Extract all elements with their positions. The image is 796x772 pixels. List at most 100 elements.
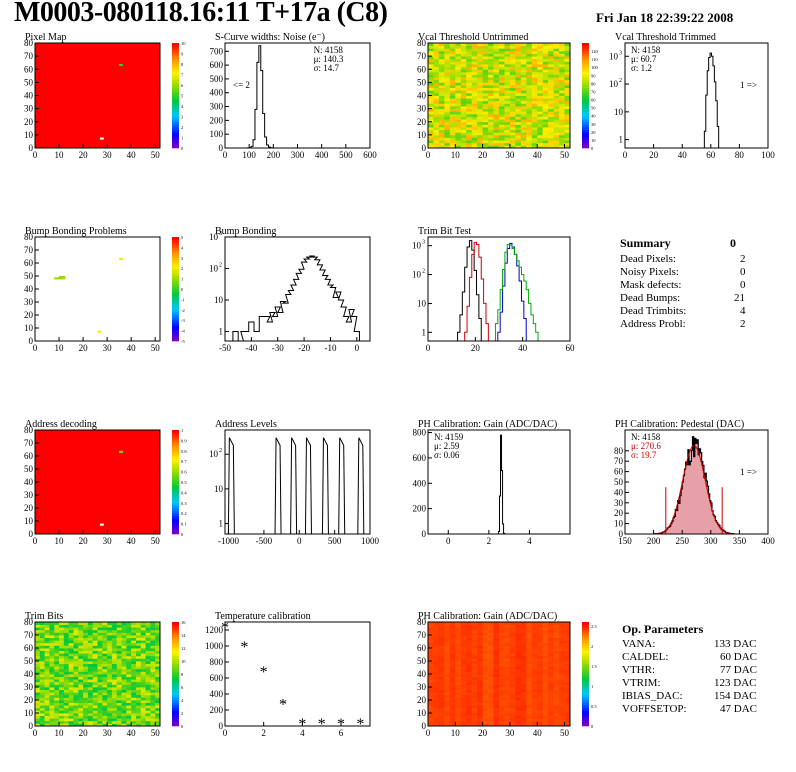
vcal-untrimmed-palette-tick: 60 — [591, 98, 596, 103]
ph-pedestal-title: PH Calibration: Pedestal (DAC) — [615, 419, 744, 430]
vcal-untrimmed-cell — [531, 103, 538, 107]
vcal-untrimmed-cell — [428, 100, 434, 104]
vcal-untrimmed-cell — [504, 74, 511, 78]
ph-gain-map-cell — [548, 713, 555, 716]
vcal-untrimmed-cell — [515, 142, 522, 146]
vcal-untrimmed-cell — [542, 92, 549, 96]
ph-gain-map-cell — [482, 697, 489, 701]
vcal-untrimmed-cell — [477, 108, 484, 112]
address-decoding-palette-tick: 1 — [181, 428, 183, 433]
ph-gain-map-cell — [499, 671, 505, 675]
ph-gain-map-cell — [537, 684, 544, 688]
ph-gain-map-cell — [553, 694, 560, 698]
vcal-untrimmed-cell — [482, 48, 489, 52]
ph-gain-map-cell — [499, 661, 505, 664]
ph-gain-map-cell — [548, 679, 555, 683]
trim-bits-cell — [87, 642, 94, 646]
vcal-untrimmed-cell — [477, 142, 484, 146]
trim-bits-cell — [54, 702, 60, 706]
vcal-untrimmed-cell — [564, 69, 571, 73]
vcal-untrimmed-cell — [488, 111, 494, 115]
ph-gain-map-y-tick-label: 40 — [417, 669, 427, 679]
ph-gain-map-cell — [509, 684, 516, 688]
ph-gain-map-cell — [542, 700, 549, 703]
vcal-untrimmed-cell — [553, 142, 560, 146]
address-decoding-palette-step — [172, 461, 179, 465]
trim-bits-cell — [73, 629, 79, 633]
scurve-noise-stat-2: σ: 14.7 — [314, 63, 340, 73]
ph-gain-map-cell — [499, 705, 505, 709]
vcal-untrimmed-cell — [449, 121, 456, 125]
ph-gain-map-cell — [444, 679, 451, 683]
trim-bits-cell — [135, 637, 142, 641]
vcal-untrimmed-cell — [542, 77, 549, 81]
vcal-untrimmed-cell — [531, 124, 538, 128]
trim-bits-cell — [68, 718, 74, 722]
vcal-untrimmed-cell — [526, 64, 533, 68]
trim-bits-cell — [49, 689, 55, 693]
vcal-untrimmed-cell — [515, 137, 522, 141]
ph-gain-map-palette-step — [582, 723, 589, 727]
vcal-untrimmed-cell — [471, 66, 478, 70]
address-decoding-palette-step — [172, 443, 179, 446]
address-levels-spike — [357, 437, 365, 535]
ph-gain-map-cell — [488, 671, 494, 675]
trim-bits-cell — [63, 718, 70, 722]
vcal-untrimmed-cell — [488, 48, 494, 52]
trim-bits-cell — [59, 648, 65, 651]
ph-gain-map-cell — [482, 668, 489, 672]
vcal-untrimmed-cell — [428, 95, 434, 99]
vcal-untrimmed-cell — [542, 132, 549, 136]
trim-bits-cell — [49, 629, 55, 633]
vcal-untrimmed-cell — [444, 121, 451, 125]
vcal-untrimmed-cell — [488, 121, 494, 125]
ph-gain-map-cell — [504, 687, 511, 690]
ph-gain-map-cell — [515, 723, 522, 727]
ph-gain-map-cell — [531, 710, 538, 714]
vcal-untrimmed-cell — [509, 43, 516, 47]
trim-bits-cell — [35, 713, 41, 716]
trim-bits-cell — [78, 624, 84, 628]
trim-bits-cell — [135, 720, 142, 724]
vcal-untrimmed-cell — [477, 132, 484, 136]
trim-bits-cell — [44, 679, 50, 683]
trim-bits-cell — [39, 642, 46, 646]
bump-bonding-problems-palette-step — [172, 312, 179, 316]
trim-bits-cell — [44, 655, 50, 659]
pixel-map-palette-step — [172, 106, 179, 109]
trim-bits-cell — [87, 679, 94, 683]
trim-bits-cell — [35, 671, 41, 675]
ph-gain-map-cell — [520, 632, 527, 636]
trim-bits-cell — [44, 718, 50, 722]
trim-bits-cell — [87, 622, 94, 625]
trim-bits-cell — [97, 674, 103, 677]
vcal-untrimmed-cell — [504, 95, 511, 99]
trim-bits-cell — [63, 627, 70, 631]
ph-gain-map-cell — [438, 689, 445, 693]
trim-bits-cell — [116, 674, 122, 677]
trim-bits-cell — [35, 681, 41, 685]
ph-gain-map-cell — [433, 692, 440, 696]
vcal-untrimmed-cell — [548, 134, 555, 138]
trim-bits-cell — [111, 635, 118, 638]
ph-gain-map-cell — [564, 697, 571, 701]
ph-gain-map-cell — [504, 697, 511, 701]
trim-bits-cell — [73, 655, 79, 659]
trim-bits-cell — [97, 684, 103, 688]
ph-gain-map-cell — [548, 666, 555, 670]
pixel-map-palette-tick: 2 — [181, 125, 183, 130]
trim-bits-cell — [35, 700, 41, 703]
vcal-untrimmed-title: Vcal Threshold Untrimmed — [418, 32, 528, 43]
ph-gain-map-cell — [537, 648, 544, 651]
vcal-untrimmed-cell — [559, 137, 565, 141]
scurve-noise-x-tick-label: 600 — [363, 150, 377, 160]
trim-bits-cell — [54, 694, 60, 698]
address-decoding-x-tick-label: 40 — [127, 536, 137, 546]
ph-gain-map-cell — [460, 666, 467, 670]
vcal-untrimmed-cell — [444, 111, 451, 115]
vcal-untrimmed-cell — [455, 87, 462, 91]
ph-gain-map-cell — [509, 622, 516, 625]
vcal-untrimmed-cell — [515, 95, 522, 99]
trim-bits-cell — [39, 689, 46, 693]
trim-bits-cell — [116, 653, 122, 657]
